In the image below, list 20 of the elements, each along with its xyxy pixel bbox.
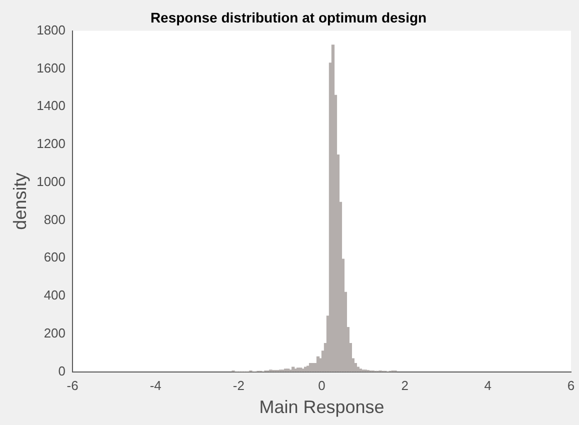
y-tick-label: 1600: [36, 60, 66, 76]
y-tick-label: 1000: [36, 174, 66, 189]
y-tick-label: 400: [44, 288, 66, 303]
y-tick-label: 1800: [36, 22, 66, 38]
x-axis-title: Main Response: [259, 397, 384, 418]
y-tick-label: 1400: [36, 98, 66, 114]
y-tick-label: 1200: [36, 136, 66, 152]
x-tick-label: -6: [66, 378, 78, 394]
x-tick-label: 2: [401, 378, 408, 394]
x-tick-label: -2: [232, 378, 244, 394]
y-tick-label: 200: [44, 325, 66, 340]
y-tick-label: 600: [44, 250, 66, 265]
chart-title: Response distribution at optimum design: [150, 9, 427, 26]
y-tick-label: 800: [44, 212, 66, 227]
y-tick-label: 0: [58, 363, 66, 378]
x-tick-label: 6: [567, 378, 575, 394]
x-tick-label: 4: [484, 378, 492, 394]
x-tick-label: -4: [150, 378, 162, 394]
y-axis-title: density: [10, 172, 30, 230]
x-tick-label: 0: [318, 378, 326, 394]
